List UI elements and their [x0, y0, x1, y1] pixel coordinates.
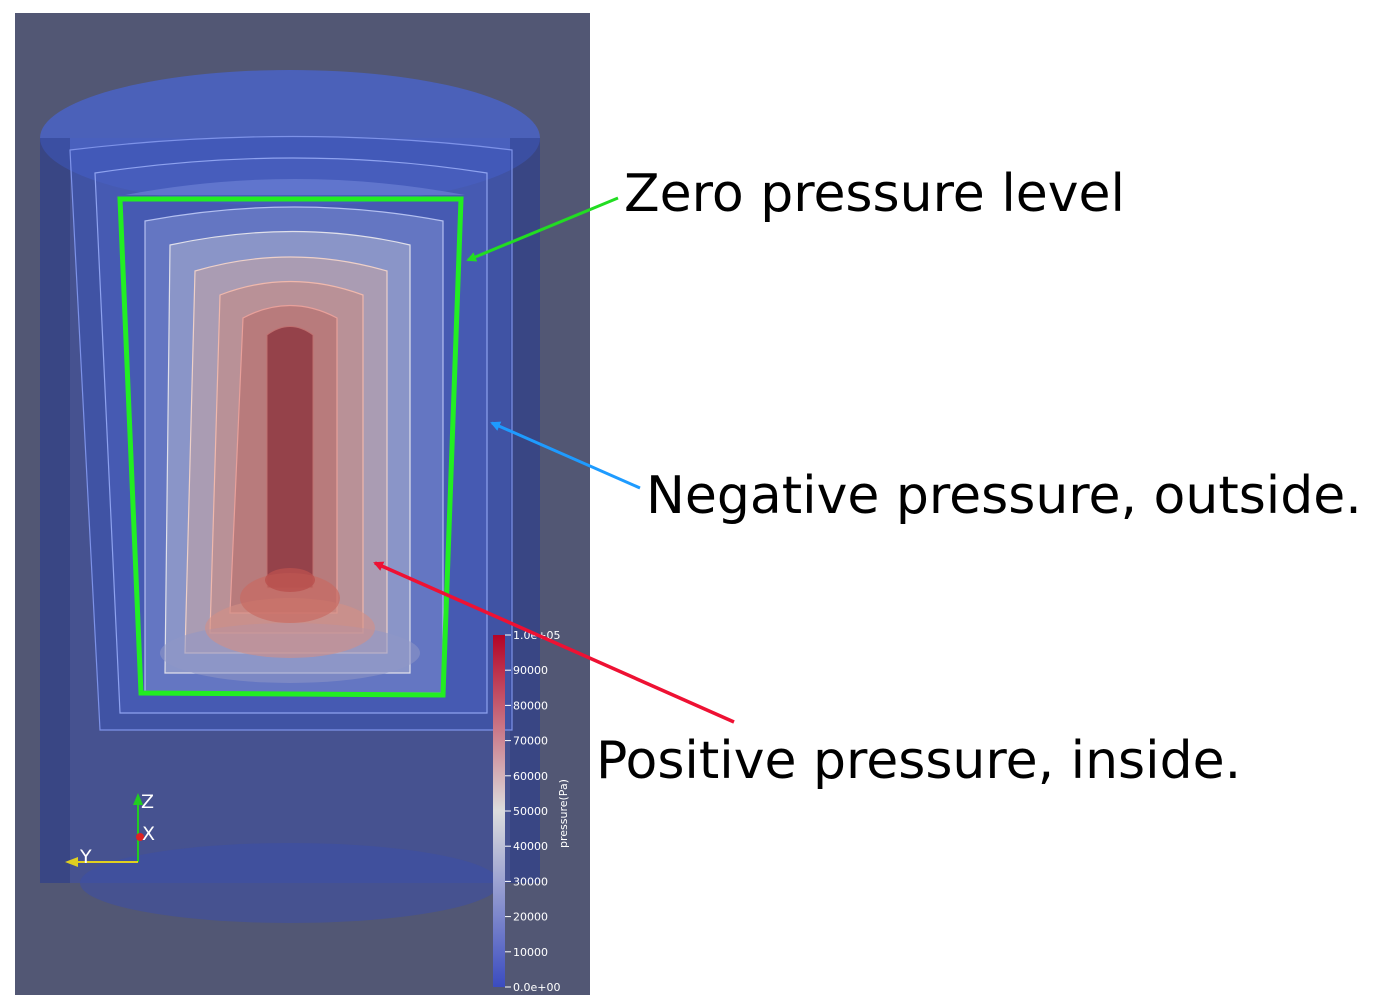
colorbar-gradient	[493, 635, 505, 987]
colorbar-tick-label: 80000	[513, 699, 548, 712]
label-negative-pressure: Negative pressure, outside.	[646, 466, 1362, 526]
colorbar-tick-label: 30000	[513, 875, 548, 888]
pressure-isosurface-scene: 0.0e+00 10000 20000 30000 40000 50000 60000 700…	[40, 70, 570, 994]
shell-core	[266, 326, 314, 589]
colorbar-tick-label: 60000	[513, 770, 548, 783]
colorbar-title: pressure(Pa)	[557, 779, 570, 848]
colorbar-tick-label: 40000	[513, 840, 548, 853]
render-viewport[interactable]: 0.0e+00 10000 20000 30000 40000 50000 60000 700…	[15, 13, 590, 995]
arrow-zero	[466, 196, 619, 262]
zero-pressure-outline	[117, 196, 464, 698]
arrow-negative	[490, 421, 641, 490]
arrow-positive	[373, 561, 735, 724]
orientation-axes: Z X Y	[65, 791, 155, 868]
label-zero-pressure: Zero pressure level	[624, 164, 1125, 224]
colorbar-tick-label: 90000	[513, 664, 548, 677]
colorbar-tick-label: 20000	[513, 911, 548, 924]
label-positive-pressure: Positive pressure, inside.	[596, 731, 1242, 791]
colorbar-tick-label: 70000	[513, 735, 548, 748]
axis-label-x: X	[142, 823, 155, 845]
axis-label-z: Z	[141, 791, 154, 813]
colorbar-tick-label: 50000	[513, 805, 548, 818]
colorbar-tick-label: 10000	[513, 946, 548, 959]
axis-label-y: Y	[79, 846, 92, 868]
colorbar-tick-label: 0.0e+00	[513, 981, 560, 994]
isosurface-shells	[69, 135, 513, 731]
